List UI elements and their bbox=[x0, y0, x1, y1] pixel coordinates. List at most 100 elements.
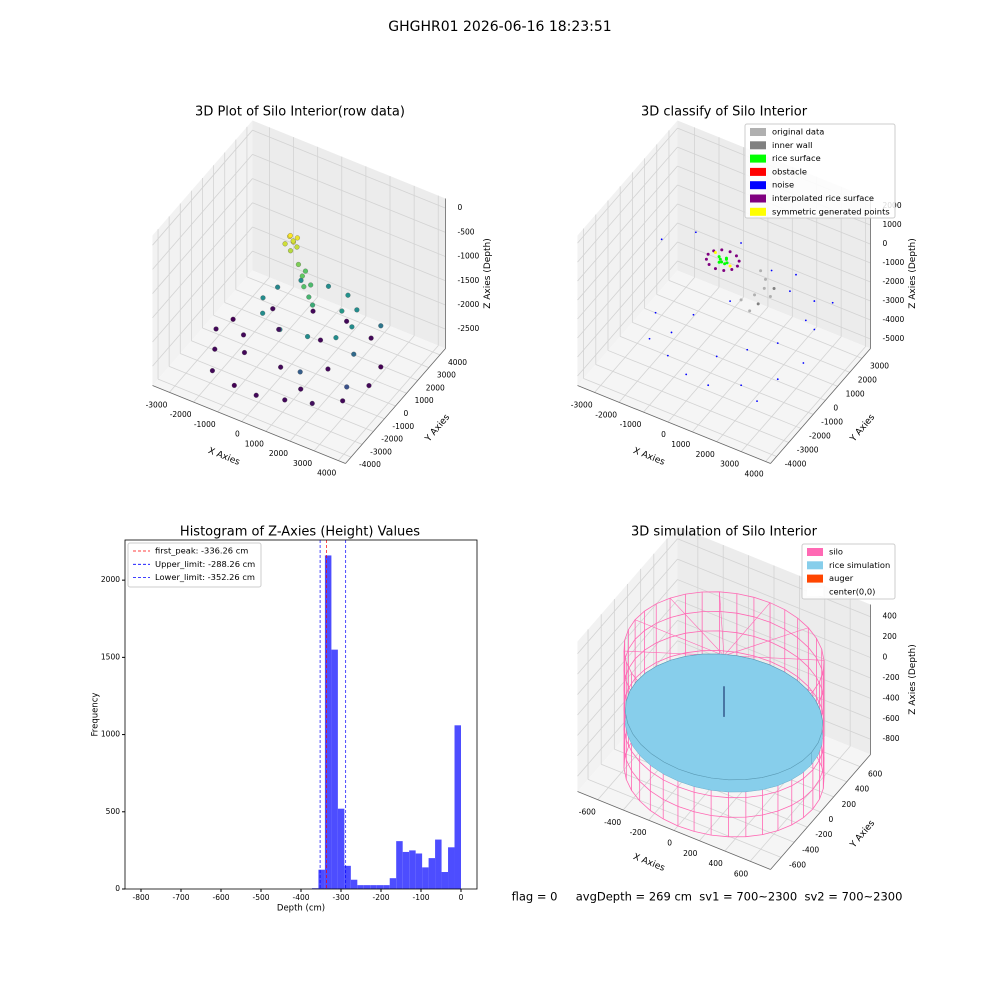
point bbox=[294, 235, 300, 241]
point bbox=[354, 307, 360, 313]
z-axis-label: Z Axies (Depth) bbox=[908, 238, 918, 309]
x-tick-label: -400 bbox=[604, 818, 621, 827]
y-tick-label: 4000 bbox=[448, 358, 467, 367]
y-tick-label: -3000 bbox=[370, 447, 392, 456]
x-tick-label: -100 bbox=[412, 893, 429, 902]
grid-line bbox=[607, 350, 802, 429]
point bbox=[305, 334, 311, 340]
grid-line bbox=[577, 184, 678, 301]
x-tick-label: -1000 bbox=[194, 420, 216, 429]
legend-label: first_peak: -336.26 cm bbox=[155, 546, 248, 556]
legend-label: original data bbox=[772, 127, 824, 137]
legend-patch bbox=[750, 207, 766, 216]
point bbox=[366, 383, 372, 389]
grid-line bbox=[618, 287, 720, 403]
pane-left bbox=[577, 120, 678, 386]
point bbox=[282, 397, 288, 403]
x-tick-label: -2000 bbox=[170, 410, 192, 419]
grid-line bbox=[577, 203, 678, 320]
point bbox=[694, 231, 697, 234]
y-tick-label: 3000 bbox=[437, 371, 456, 380]
grid-line bbox=[587, 779, 782, 858]
x-tick-label: -3000 bbox=[571, 400, 593, 409]
y-tick-label: 1000 bbox=[415, 396, 434, 405]
x-tick-label: -700 bbox=[172, 893, 189, 902]
grid-line bbox=[677, 538, 871, 618]
point bbox=[654, 311, 657, 314]
grid-line bbox=[677, 184, 871, 264]
point bbox=[349, 324, 355, 330]
point bbox=[295, 261, 301, 268]
grid-line bbox=[644, 307, 838, 387]
point bbox=[728, 250, 732, 254]
point bbox=[746, 348, 749, 351]
grid-line bbox=[213, 314, 407, 394]
point bbox=[666, 354, 669, 357]
point bbox=[241, 350, 248, 356]
legend-patch bbox=[750, 154, 766, 163]
x-tick-label: 0 bbox=[235, 430, 240, 439]
point bbox=[692, 313, 695, 316]
bar bbox=[441, 872, 449, 889]
point bbox=[287, 233, 293, 239]
grid-line bbox=[152, 178, 253, 294]
chart-title: Histogram of Z-Axies (Height) Values bbox=[180, 525, 420, 540]
point bbox=[720, 248, 724, 252]
y-tick-label: 400 bbox=[855, 785, 870, 794]
point bbox=[718, 257, 722, 261]
bar bbox=[428, 858, 436, 889]
bar bbox=[435, 839, 442, 889]
legend-label: auger bbox=[829, 573, 854, 583]
grid-line bbox=[577, 620, 678, 736]
grid-line bbox=[152, 202, 253, 319]
y-tick-label: -600 bbox=[789, 860, 806, 869]
grid-line bbox=[632, 322, 826, 401]
suptitle: GHGHR01 2026-06-16 18:23:51 bbox=[388, 19, 611, 35]
grid-line bbox=[677, 620, 871, 699]
point bbox=[735, 264, 739, 268]
bar bbox=[331, 649, 338, 889]
chart-title: 3D classify of Silo Interior bbox=[641, 105, 808, 120]
point bbox=[802, 362, 805, 364]
point bbox=[706, 252, 710, 256]
point bbox=[717, 260, 721, 264]
point bbox=[339, 308, 345, 314]
legend-label: rice simulation bbox=[829, 560, 890, 570]
grid-line bbox=[716, 326, 818, 443]
silo-roof bbox=[723, 602, 771, 656]
grid-line bbox=[577, 127, 678, 244]
grid-line bbox=[595, 364, 789, 443]
point bbox=[310, 302, 316, 308]
point bbox=[670, 331, 673, 334]
x-tick-label: -600 bbox=[212, 893, 229, 902]
grid-line bbox=[692, 316, 793, 433]
grid-line bbox=[252, 129, 446, 209]
point bbox=[648, 337, 651, 340]
y-tick-label: 600 bbox=[868, 770, 883, 779]
x-tick-label: -600 bbox=[579, 808, 596, 817]
point bbox=[713, 250, 717, 254]
bar bbox=[422, 867, 429, 889]
y-tick-label: 1000 bbox=[846, 389, 865, 398]
point bbox=[299, 273, 305, 279]
x-tick-label: 2000 bbox=[269, 449, 288, 458]
grid-line bbox=[583, 378, 777, 457]
grid-line bbox=[677, 203, 871, 283]
z-tick-label: -1000 bbox=[458, 252, 480, 261]
grid-line bbox=[577, 599, 678, 716]
point bbox=[282, 241, 288, 247]
point bbox=[340, 398, 346, 404]
point bbox=[230, 316, 236, 322]
pane-back bbox=[677, 120, 871, 349]
legend-label: inner wall bbox=[772, 140, 812, 150]
y-tick-label: -4000 bbox=[359, 460, 381, 469]
grid-line bbox=[152, 226, 253, 343]
grid-line bbox=[157, 378, 352, 458]
point bbox=[720, 260, 724, 264]
grid-line bbox=[577, 538, 678, 655]
point bbox=[725, 261, 729, 265]
x-tick-label: 3000 bbox=[293, 459, 312, 468]
z-tick-label: -1000 bbox=[883, 258, 905, 267]
grid-line bbox=[668, 279, 863, 359]
